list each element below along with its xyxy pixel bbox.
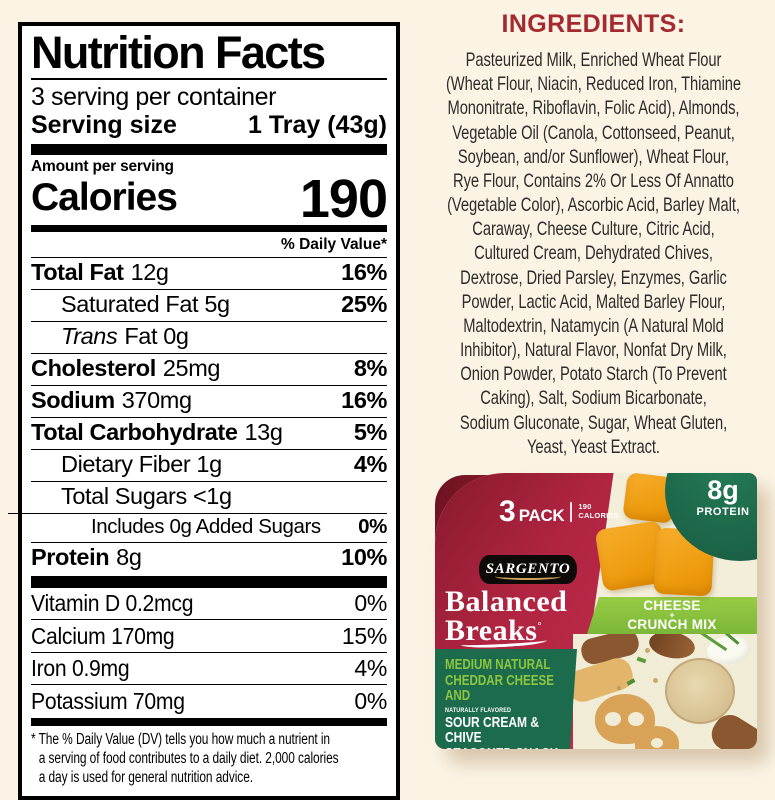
medium-divider	[31, 718, 387, 727]
ingredients-heading: INGREDIENTS:	[501, 10, 686, 38]
micronutrient-row: Calcium 170mg 15%	[31, 619, 387, 652]
ingredients-text: Pasteurized Milk, Enriched Wheat Flour (…	[445, 49, 742, 458]
thick-divider	[31, 575, 387, 588]
pretzel-image	[635, 726, 679, 749]
pack-count-info: 3 PACK 190 CALORIES	[499, 497, 619, 527]
serving-size-label: Serving size	[31, 110, 177, 139]
micronutrient-daily-value: 0%	[354, 590, 387, 617]
protein-value: 8g	[707, 475, 739, 505]
amount-per-serving-label: Amount per serving	[31, 157, 174, 175]
micronutrient-label: Vitamin D 0.2mcg	[31, 590, 194, 617]
micronutrient-row: Vitamin D 0.2mcg 0%	[31, 588, 387, 620]
nutrition-row: Dietary Fiber 1g 4%	[31, 448, 388, 481]
nutrient-name-amount: Sodium 370mg	[31, 386, 192, 413]
product-photo: CHEESE + CRUNCH MIX 8g PROTEIN 3 PACK 19…	[433, 471, 760, 757]
banner-line1: CHEESE	[643, 597, 701, 613]
nutrient-daily-value: 25%	[341, 290, 387, 317]
pack-label: PACK	[518, 506, 565, 525]
product-title-line1: Balanced	[445, 585, 568, 618]
trademark-symbol: °	[537, 621, 542, 633]
divider	[570, 502, 573, 522]
banner-plus: +	[669, 609, 675, 620]
nutrition-row: Cholesterol 25mg 8%	[31, 352, 388, 385]
calories-value: 190	[299, 169, 388, 229]
nutrient-name-amount: Protein 8g	[31, 543, 142, 570]
brand-name: SARGENTO	[485, 561, 571, 577]
cheese-crunch-banner: CHEESE + CRUNCH MIX	[587, 597, 757, 634]
micronutrient-daily-value: 4%	[354, 655, 387, 682]
micronutrient-label: Potassium 70mg	[31, 687, 185, 714]
serving-size-value: 1 Tray (43g)	[248, 110, 387, 139]
micronutrient-label: Calcium 170mg	[31, 622, 175, 649]
daily-value-header: % Daily Value*	[281, 235, 387, 253]
nutrition-row: Trans Fat 0g	[31, 320, 387, 353]
daily-value-footnote: * The % Daily Value (DV) tells you how m…	[31, 731, 339, 786]
nutrient-name-amount: Includes 0g Added Sugars	[91, 514, 321, 538]
flavor-panel: MEDIUM NATURAL CHEDDAR CHEESE AND NATURA…	[435, 649, 577, 749]
nutrient-daily-value: 4%	[353, 450, 388, 477]
package-front: CHEESE + CRUNCH MIX 8g PROTEIN 3 PACK 19…	[435, 473, 757, 749]
protein-label: PROTEIN	[696, 506, 750, 518]
sargento-logo: SARGENTO	[479, 555, 577, 584]
product-title: Balanced Breaks°	[445, 585, 568, 648]
nutrition-row: Total Carbohydrate 13g 5%	[31, 416, 388, 449]
nutrient-daily-value: 16%	[341, 258, 387, 285]
pack-count: 3	[499, 495, 516, 528]
flavor-naturally-flavored: NATURALLY FLAVORED	[445, 706, 512, 714]
micronutrient-daily-value: 0%	[354, 687, 387, 714]
seed-image	[617, 686, 621, 690]
page: { "page": { "background": "#FBF4E5" }, "…	[8, 10, 767, 800]
nutrition-row: Protein 8g 10%	[31, 541, 387, 574]
product-title-line2: Breaks°	[445, 614, 542, 648]
nutrient-name-amount: Cholesterol 25mg	[31, 354, 221, 381]
ingredients-panel: INGREDIENTS: Pasteurized Milk, Enriched …	[420, 10, 767, 459]
micronutrient-daily-value: 15%	[341, 622, 387, 649]
nutrition-facts-label: Nutrition Facts 3 serving per container …	[8, 22, 400, 800]
nutrition-row: Total Sugars <1g	[31, 480, 387, 513]
nutrient-rows: Total Fat 12g 16% Saturated Fat 5g 25% Tr…	[8, 256, 388, 574]
calories-label: Calories	[31, 175, 178, 219]
nutrient-name-amount: Saturated Fat 5g	[61, 290, 230, 317]
nutrient-name-amount: Dietary Fiber 1g	[61, 450, 222, 477]
nutrient-daily-value: 16%	[341, 386, 387, 413]
pack-calories-label: CALORIES	[578, 511, 619, 520]
micronutrient-label: Iron 0.9mg	[31, 655, 130, 682]
serving-size-row: Serving size 1 Tray (43g)	[31, 111, 387, 139]
nutrient-daily-value: 10%	[341, 543, 387, 570]
micronutrient-row: Potassium 70mg 0%	[31, 684, 387, 717]
seed-image	[645, 648, 650, 653]
nutrition-row: Saturated Fat 5g 25%	[31, 288, 387, 321]
nutrition-facts-title: Nutrition Facts	[31, 27, 326, 78]
snack-mix-photo	[563, 618, 757, 749]
flavor-cheese-lines: MEDIUM NATURAL CHEDDAR CHEESE AND	[445, 657, 554, 704]
flavor-snack-mix-lines: SOUR CREAM & CHIVE SEASONED SNACK MIX	[445, 713, 558, 749]
nutrient-daily-value: 5%	[353, 418, 388, 445]
micronutrient-row: Iron 0.9mg 4%	[31, 651, 387, 685]
nutrient-name-amount: Total Fat 12g	[31, 258, 169, 285]
nutrient-name-amount: Trans Fat 0g	[61, 322, 189, 349]
protein-badge-text: 8g PROTEIN	[671, 475, 757, 519]
nutrition-row: Total Fat 12g 16%	[31, 256, 387, 289]
nutrient-daily-value: 0%	[358, 514, 387, 538]
calories-block: Amount per serving Calories 190	[31, 157, 388, 229]
nutrition-row: Sodium 370mg 16%	[31, 384, 387, 417]
nutrient-daily-value: 8%	[353, 354, 388, 381]
medium-divider	[31, 224, 387, 232]
micronutrient-rows: Vitamin D 0.2mcg 0% Calcium 170mg 15% Ir…	[31, 588, 387, 718]
seed-image	[653, 678, 658, 683]
nutrient-name-amount: Total Carbohydrate 13g	[31, 418, 283, 445]
nutrient-name-amount: Total Sugars <1g	[61, 482, 232, 509]
chive-bit-image	[636, 656, 647, 664]
thin-divider	[31, 77, 387, 80]
pack-calories-value: 190	[578, 502, 592, 512]
nutrition-row: Includes 0g Added Sugars 0%	[8, 512, 387, 542]
pack-calories: 190 CALORIES	[578, 503, 618, 520]
bagel-chip-image	[665, 658, 735, 724]
thick-divider	[31, 143, 387, 155]
servings-per-container: 3 serving per container	[31, 82, 277, 111]
banner-line2: CRUNCH MIX	[627, 617, 717, 633]
